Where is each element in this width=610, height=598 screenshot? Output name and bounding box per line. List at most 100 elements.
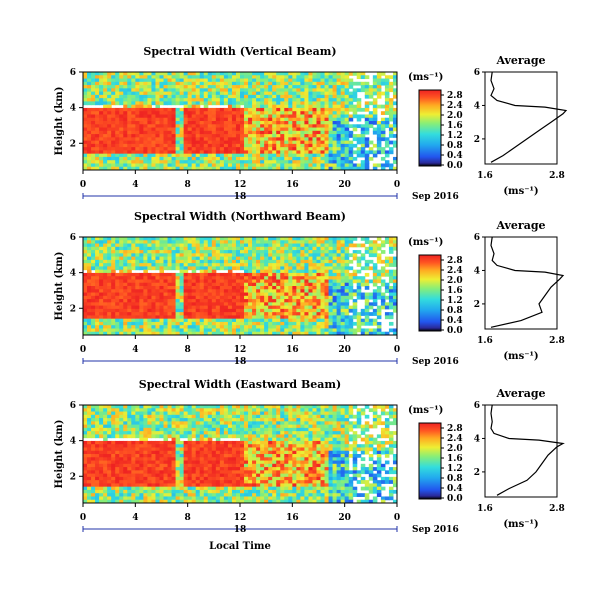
heatmap-cell	[103, 411, 108, 416]
heatmap-cell	[111, 243, 116, 248]
heatmap-cell	[260, 240, 265, 245]
heatmap-cell	[151, 318, 156, 323]
heatmap-cell	[268, 137, 273, 142]
heatmap-cell	[384, 101, 390, 106]
heatmap-cell	[276, 240, 281, 245]
heatmap-cell	[207, 127, 213, 132]
heatmap-cell	[227, 78, 233, 83]
heatmap-cell	[316, 88, 322, 93]
heatmap-cell	[360, 75, 366, 80]
heatmap-cell	[235, 246, 241, 251]
heatmap-cell	[268, 243, 273, 248]
heatmap-cell	[308, 246, 313, 251]
heatmap-cell	[99, 107, 104, 112]
heatmap-cell	[219, 121, 225, 125]
heatmap-cell	[372, 75, 378, 80]
heatmap-cell	[324, 240, 330, 245]
heatmap-cell	[304, 253, 309, 258]
heatmap-cell	[324, 331, 330, 336]
heatmap-cell	[147, 302, 152, 307]
heatmap-cell	[139, 114, 144, 119]
heatmap-cell	[175, 256, 181, 261]
heatmap-cell	[376, 150, 382, 155]
heatmap-cell	[207, 279, 213, 284]
heatmap-cell	[119, 163, 124, 168]
heatmap-cell	[143, 302, 148, 307]
heatmap-cell	[235, 88, 241, 93]
heatmap-cell	[163, 243, 169, 248]
heatmap-cell	[223, 325, 229, 329]
heatmap-cell	[91, 137, 96, 142]
heatmap-cell	[231, 85, 237, 89]
heatmap-cell	[95, 457, 100, 462]
heatmap-cell	[336, 295, 342, 300]
heatmap-cell	[127, 457, 132, 462]
heatmap-cell	[175, 328, 181, 333]
heatmap-cell	[324, 153, 330, 158]
heatmap-cell	[147, 431, 152, 435]
heatmap-cell	[312, 150, 317, 155]
heatmap-cell	[372, 243, 378, 248]
heatmap-cell	[111, 408, 116, 413]
heatmap-cell	[87, 299, 92, 303]
heatmap-cell	[328, 240, 334, 245]
heatmap-cell	[183, 72, 189, 76]
heatmap-cell	[87, 156, 92, 161]
heatmap-cell	[284, 243, 289, 248]
heatmap-cell	[296, 163, 301, 168]
heatmap-cell	[195, 321, 201, 326]
heatmap-cell	[107, 243, 112, 248]
heatmap-cell	[107, 147, 112, 151]
heatmap-cell	[135, 72, 140, 76]
heatmap-cell	[284, 107, 289, 112]
heatmap-cell	[235, 321, 241, 326]
heatmap-cell	[111, 111, 116, 115]
heatmap-cell	[159, 328, 165, 333]
heatmap-cell	[392, 256, 398, 261]
heatmap-cell	[215, 305, 221, 310]
heatmap-cell	[392, 305, 398, 310]
heatmap-cell	[328, 150, 334, 155]
heatmap-cell	[280, 94, 285, 99]
heatmap-cell	[344, 305, 350, 310]
heatmap-cell	[328, 85, 334, 89]
heatmap-cell	[107, 117, 112, 122]
heatmap-cell	[159, 85, 165, 89]
heatmap-cell	[175, 137, 181, 142]
heatmap-cell	[111, 101, 116, 106]
heatmap-cell	[296, 94, 301, 99]
heatmap-cell	[143, 163, 148, 168]
heatmap-cell	[344, 137, 350, 142]
heatmap-cell	[167, 150, 173, 155]
heatmap-cell	[235, 295, 241, 300]
heatmap-cell	[139, 295, 144, 300]
heatmap-cell	[95, 473, 100, 478]
heatmap-cell	[123, 276, 128, 280]
heatmap-cell	[83, 289, 88, 294]
heatmap-cell	[167, 289, 173, 294]
heatmap-cell	[252, 107, 257, 112]
heatmap-cell	[268, 308, 273, 313]
heatmap-cell	[91, 447, 96, 452]
heatmap-cell	[227, 98, 233, 102]
heatmap-cell	[340, 272, 346, 277]
heatmap-cell	[284, 308, 289, 313]
heatmap-cell	[364, 121, 370, 125]
heatmap-cell	[256, 85, 261, 89]
heatmap-cell	[340, 263, 346, 267]
heatmap-cell	[268, 88, 273, 93]
heatmap-cell	[143, 101, 148, 106]
heatmap-cell	[272, 269, 277, 274]
heatmap-cell	[199, 282, 205, 287]
heatmap-cell	[91, 153, 96, 158]
heatmap-cell	[324, 72, 330, 76]
heatmap-cell	[328, 256, 334, 261]
heatmap-cell	[187, 328, 193, 333]
heatmap-cell	[260, 286, 265, 290]
heatmap-cell	[147, 408, 152, 413]
heatmap-cell	[211, 107, 217, 112]
heatmap-cell	[171, 302, 177, 307]
heatmap-cell	[199, 134, 205, 138]
heatmap-cell	[276, 263, 281, 267]
heatmap-cell	[199, 150, 205, 155]
